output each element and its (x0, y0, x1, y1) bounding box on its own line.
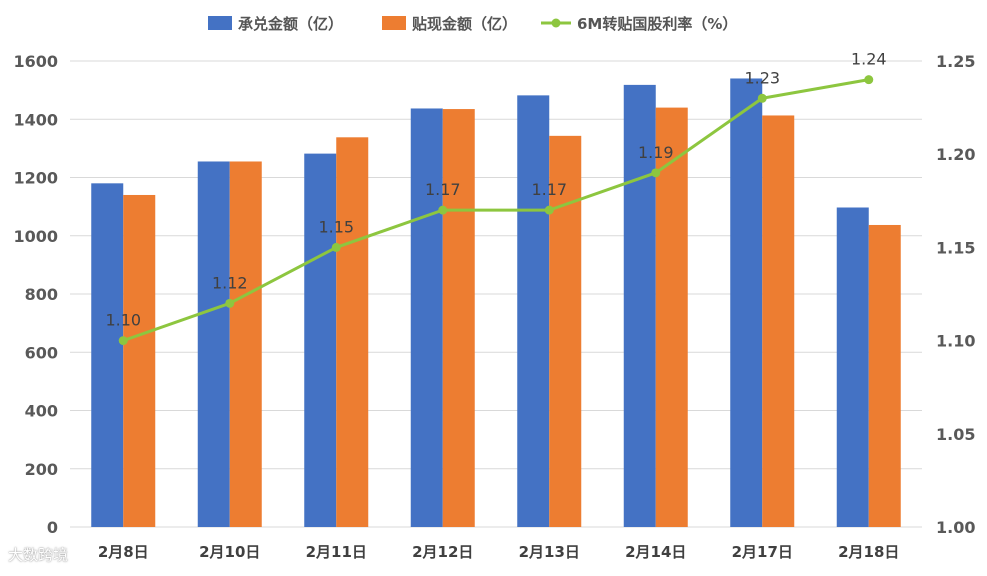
axes: 0 200 400 600 800 1000 1200 1400 1600 1.00 1.05 1.1… (13, 52, 975, 561)
rate-data-label: 1.23 (744, 68, 780, 87)
bar-acceptance (304, 153, 337, 527)
x-tick-label: 2月14日 (625, 543, 686, 561)
legend-swatch (208, 16, 232, 30)
bars (91, 78, 901, 528)
bar-discount (655, 107, 688, 527)
legend-label: 承兑金额（亿） (238, 15, 343, 33)
y-left-tick-label: 1400 (13, 110, 58, 129)
bar-discount (868, 224, 901, 527)
y-left-tick-label: 1200 (13, 169, 58, 188)
rate-point (438, 205, 448, 215)
x-tick-label: 2月8日 (98, 543, 149, 561)
rate-point (118, 336, 128, 346)
rate-data-label: 1.15 (318, 217, 354, 236)
y-left-tick-label: 1000 (13, 227, 58, 246)
rate-data-label: 1.24 (851, 50, 887, 69)
rate-point (225, 298, 235, 308)
rate-data-label: 1.12 (212, 273, 248, 292)
y-left-tick-label: 600 (25, 343, 58, 362)
rate-data-label: 1.17 (425, 180, 461, 199)
rate-data-label: 1.17 (531, 180, 567, 199)
y-right-tick-label: 1.10 (936, 332, 975, 351)
rate-data-label: 1.19 (638, 143, 674, 162)
legend-marker (551, 18, 561, 28)
y-left-tick-label: 800 (25, 285, 58, 304)
rate-point (651, 168, 661, 178)
rate-line (118, 75, 874, 346)
bar-discount (336, 137, 369, 527)
x-tick-label: 2月11日 (306, 543, 367, 561)
watermark-text: 大数跨境 (8, 546, 69, 564)
y-left-tick-label: 400 (25, 402, 58, 421)
rate-data-label: 1.10 (105, 311, 141, 330)
bar-discount (123, 194, 156, 527)
legend-label: 贴现金额（亿） (412, 15, 517, 33)
bar-acceptance (836, 207, 869, 527)
y-right-tick-label: 1.00 (936, 518, 975, 537)
legend-label: 6M转贴国股利率（%） (577, 15, 737, 33)
x-tick-label: 2月10日 (199, 543, 260, 561)
rate-point (331, 242, 341, 252)
bar-discount (442, 109, 475, 528)
bar-discount (762, 115, 795, 528)
x-tick-label: 2月17日 (732, 543, 793, 561)
y-right-tick-label: 1.25 (936, 52, 975, 71)
y-left-tick-label: 1600 (13, 52, 58, 71)
y-right-tick-label: 1.20 (936, 145, 975, 164)
bar-discount (229, 161, 262, 527)
bar-acceptance (517, 95, 550, 528)
y-left-tick-label: 0 (47, 518, 58, 537)
legend: 承兑金额（亿） 贴现金额（亿） 6M转贴国股利率（%） (208, 15, 737, 33)
y-right-tick-label: 1.15 (936, 238, 975, 257)
x-tick-label: 2月12日 (412, 543, 473, 561)
x-tick-label: 2月18日 (838, 543, 899, 561)
bar-acceptance (91, 183, 124, 527)
rate-point (757, 93, 767, 103)
y-right-tick-label: 1.05 (936, 425, 975, 444)
rate-point (864, 75, 874, 85)
bar-acceptance (410, 108, 443, 527)
rate-point (544, 205, 554, 215)
legend-swatch (382, 16, 406, 30)
data-labels: 1.10 1.12 1.15 1.17 1.17 1.19 1.23 1.24 (105, 50, 886, 330)
rate-line-path (122, 78, 870, 343)
bar-acceptance (730, 78, 763, 527)
y-left-tick-label: 200 (25, 460, 58, 479)
x-tick-label: 2月13日 (519, 543, 580, 561)
bar-acceptance (623, 84, 656, 527)
bar-acceptance (197, 161, 230, 527)
